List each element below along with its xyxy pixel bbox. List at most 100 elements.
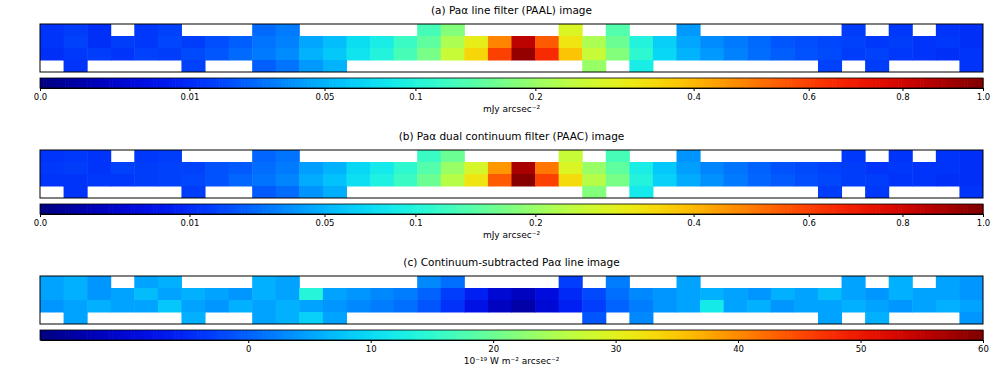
- heatmap-cell: [959, 162, 983, 175]
- heatmap-cell: [818, 162, 842, 175]
- heatmap-cell: [370, 162, 394, 175]
- heatmap-cell: [87, 162, 111, 175]
- colorbar-tick: 0.8: [896, 214, 910, 228]
- colorbar-label: 10⁻¹⁹ W m⁻² arcsec⁻²: [464, 356, 560, 366]
- heatmap-cell: [252, 48, 276, 61]
- colorbar-tick: 0.01: [180, 88, 199, 102]
- heatmap-cell: [158, 48, 182, 61]
- heatmap-cell: [64, 36, 88, 49]
- heatmap-cell: [535, 288, 559, 301]
- heatmap-cell: [818, 312, 842, 324]
- panel: (b) Paα dual continuum filter (PAAC) ima…: [34, 130, 991, 240]
- colorbar-tick-label: 0.1: [409, 92, 423, 102]
- heatmap-cell: [323, 60, 347, 72]
- heatmap-cell: [158, 276, 182, 289]
- heatmap-cell: [64, 150, 88, 163]
- heatmap-cell: [276, 312, 300, 324]
- heatmap-cell: [252, 186, 276, 198]
- heatmap-cell: [818, 300, 842, 313]
- heatmap-cell: [181, 300, 205, 313]
- heatmap-cell: [205, 300, 229, 313]
- colorbar-tick-label: 0.01: [180, 218, 199, 228]
- figure: (a) Paα line filter (PAAL) image0.00.010…: [0, 0, 1000, 380]
- heatmap-cell: [299, 60, 323, 72]
- heatmap-cell: [158, 24, 182, 37]
- heatmap-cell: [959, 276, 983, 289]
- heatmap-cell: [323, 174, 347, 187]
- heatmap-cell: [677, 36, 701, 49]
- panel-title: (a) Paα line filter (PAAL) image: [431, 4, 592, 16]
- heatmap-cell: [417, 174, 441, 187]
- colorbar-tick-mark: [809, 88, 810, 91]
- heatmap-cell: [582, 60, 606, 72]
- heatmap-cell: [865, 174, 889, 187]
- colorbar: [40, 330, 984, 340]
- heatmap-cell: [134, 24, 158, 37]
- heatmap-cell: [181, 48, 205, 61]
- heatmap-cell: [134, 162, 158, 175]
- colorbar-tick-label: 20: [488, 344, 499, 354]
- heatmap-cell: [276, 60, 300, 72]
- heatmap-cell: [559, 150, 583, 163]
- heatmap-cell: [134, 36, 158, 49]
- heatmap-cell: [64, 24, 88, 37]
- heatmap-cell: [629, 186, 653, 198]
- heatmap-cell: [865, 60, 889, 72]
- colorbar-tick-mark: [371, 340, 372, 343]
- heatmap-cell: [818, 48, 842, 61]
- colorbar-tick-mark: [535, 214, 536, 217]
- heatmap-cell: [959, 288, 983, 301]
- colorbar-tick: 60: [978, 340, 989, 354]
- colorbar-tick: 1.0: [977, 214, 991, 228]
- heatmap-cell: [252, 24, 276, 37]
- heatmap-cell: [606, 48, 630, 61]
- colorbar-tick-label: 10: [366, 344, 377, 354]
- heatmap-cell: [346, 36, 370, 49]
- heatmap-cell: [559, 174, 583, 187]
- heatmap-cell: [134, 48, 158, 61]
- colorbar-tick-label: 0.01: [180, 92, 199, 102]
- heatmap-cell: [794, 48, 818, 61]
- colorbar-tick-label: 0.6: [802, 218, 816, 228]
- heatmap-cell: [181, 162, 205, 175]
- heatmap-cell: [606, 36, 630, 49]
- heatmap-cell: [181, 174, 205, 187]
- colorbar-tick-label: 0.0: [34, 218, 48, 228]
- heatmap-cell: [559, 162, 583, 175]
- heatmap-cell: [582, 48, 606, 61]
- colorbar-tick-mark: [861, 340, 862, 343]
- colorbar-label: mJy arcsec⁻²: [483, 104, 540, 114]
- heatmap-cell: [677, 276, 701, 289]
- heatmap-cell: [629, 36, 653, 49]
- heatmap-cell: [464, 162, 488, 175]
- panel-title: (b) Paα dual continuum filter (PAAC) ima…: [399, 130, 625, 142]
- heatmap-cell: [252, 150, 276, 163]
- heatmap-cell: [700, 162, 724, 175]
- heatmap-cell: [64, 162, 88, 175]
- colorbar-tick: 0.4: [687, 88, 701, 102]
- colorbar-axis-line: [41, 340, 984, 341]
- heatmap-cell: [394, 174, 418, 187]
- heatmap-cell: [936, 48, 960, 61]
- colorbar-tick-label: 0.0: [34, 92, 48, 102]
- heatmap-cell: [629, 162, 653, 175]
- heatmap-cell: [464, 36, 488, 49]
- heatmap-cell: [229, 300, 253, 313]
- heatmap-cell: [417, 300, 441, 313]
- colorbar-tick-mark: [325, 214, 326, 217]
- heatmap-cell: [346, 174, 370, 187]
- heatmap-cell: [535, 36, 559, 49]
- colorbar-tick-mark: [983, 214, 984, 217]
- heatmap-cell: [276, 276, 300, 289]
- heatmap-cell: [299, 288, 323, 301]
- heatmap-cell: [205, 36, 229, 49]
- heatmap-cell: [417, 48, 441, 61]
- heatmap-cell: [700, 288, 724, 301]
- heatmap-cell: [87, 24, 111, 37]
- heatmap-cell: [299, 162, 323, 175]
- heatmap-cell: [606, 174, 630, 187]
- heatmap-cell: [959, 300, 983, 313]
- heatmap-cell: [677, 300, 701, 313]
- colorbar-tick-mark: [248, 340, 249, 343]
- heatmap-cell: [252, 288, 276, 301]
